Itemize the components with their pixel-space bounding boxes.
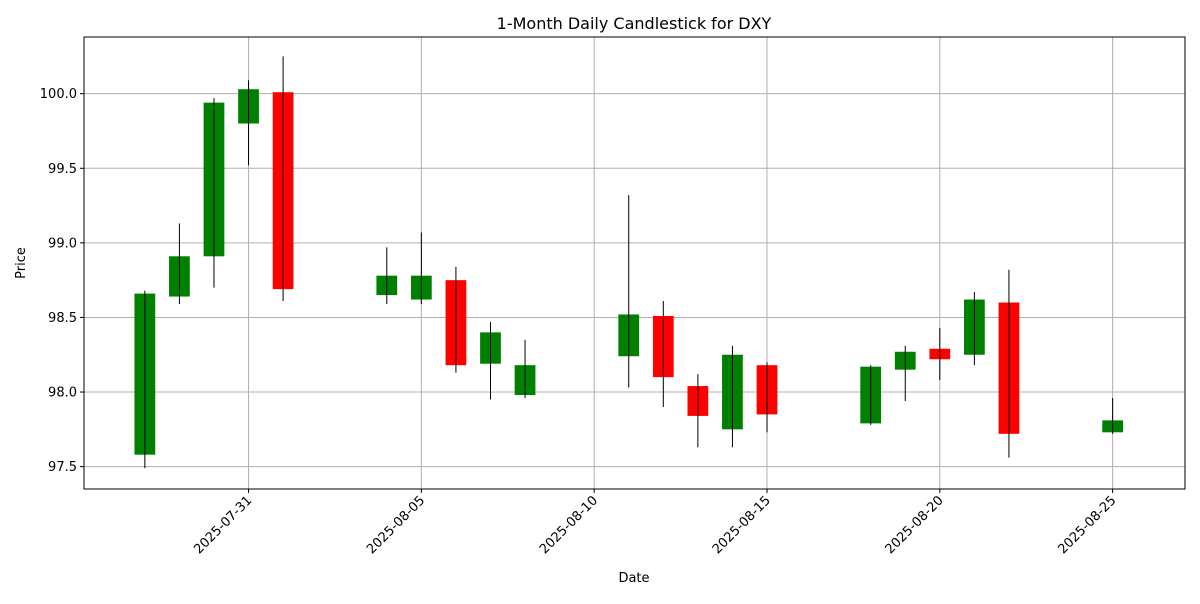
candle-2025-07-30 [203, 98, 225, 288]
candle-2025-08-22 [998, 269, 1020, 458]
y-tick-label: 99.0 [48, 236, 77, 251]
y-tick-label: 99.5 [48, 162, 77, 177]
candle-2025-08-08 [514, 339, 536, 399]
candle-2025-08-15 [756, 362, 778, 433]
candle-2025-07-28 [134, 290, 156, 469]
candle-2025-08-20 [929, 327, 951, 381]
y-tick-label: 98.0 [48, 386, 77, 401]
candle-2025-08-04 [376, 247, 398, 305]
y-axis-label: Price [14, 247, 29, 279]
candle-2025-08-01 [272, 56, 294, 302]
grid-lines [84, 37, 1185, 489]
candle-2025-08-06 [445, 266, 467, 373]
candle-2025-08-14 [722, 345, 743, 448]
candle-2025-08-13 [687, 374, 709, 448]
plot-frame [83, 36, 1186, 490]
candle-2025-08-19 [894, 345, 916, 401]
candle-2025-08-12 [652, 301, 674, 407]
x-axis-label: Date [618, 571, 649, 586]
y-tick-label: 100.0 [40, 87, 77, 102]
candle-2025-08-18 [860, 365, 882, 425]
candle-2025-08-05 [410, 232, 432, 305]
candle-2025-08-21 [964, 292, 985, 366]
chart-title: 1-Month Daily Candlestick for DXY [497, 14, 772, 33]
candle-2025-08-11 [618, 195, 640, 388]
candle-2025-08-25 [1102, 398, 1124, 434]
candle-2025-08-07 [480, 321, 501, 400]
candles [134, 56, 1124, 469]
candle-2025-07-31 [238, 80, 259, 166]
y-tick-label: 97.5 [48, 460, 77, 475]
candle-2025-07-29 [169, 223, 190, 305]
y-tick-label: 98.5 [48, 311, 77, 326]
